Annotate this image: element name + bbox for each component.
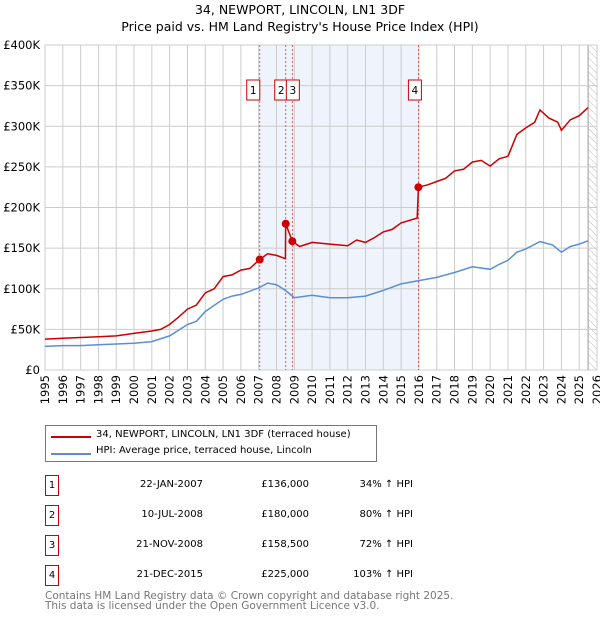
plot-area: 1995 1996 1997 1998 1999 2000 2001 2002 2003 2004… [3,38,600,404]
series-line [44,107,589,340]
sale-row: 2 10-JUL-2008 £180,000 80% ↑ HPI [45,505,413,527]
plot-border [44,44,598,371]
sale-label-number: 1 [250,85,257,97]
sale-label-box [246,79,261,101]
sale-hpi-change: 103% ↑ HPI [353,569,413,580]
sale-date: 21-DEC-2015 [136,569,203,580]
x-tick-label: 2010 [305,375,319,404]
sale-label-number: 3 [289,85,296,97]
x-tick-label: 2024 [554,375,568,404]
x-tick-label: 2009 [287,375,301,404]
y-tick-label: £250K [3,160,40,174]
footer-line-2: This data is licensed under the Open Gov… [45,600,380,612]
legend-label-property: 34, NEWPORT, LINCOLN, LN1 3DF (terraced … [96,429,351,440]
x-tick-label: 2014 [376,375,390,404]
footer-line-1: Contains HM Land Registry data © Crown c… [45,590,454,602]
y-tick-label: £50K [11,322,41,336]
sale-price: £158,500 [261,539,309,550]
x-tick-label: 2015 [394,375,408,404]
x-tick-label: 2017 [430,375,444,404]
sale-point [288,237,297,246]
x-tick-label: 2012 [341,375,355,404]
sale-point [414,183,423,192]
x-tick-label: 2008 [269,375,283,404]
legend-swatch-property [51,436,91,438]
x-tick-label: 2021 [501,375,515,404]
sale-label-number: 4 [412,85,419,97]
legend-swatch-hpi [51,453,91,455]
x-tick-label: 1998 [91,375,105,404]
y-tick-label: £350K [3,79,40,93]
x-tick-label: 2006 [234,375,248,404]
sale-row: 1 22-JAN-2007 £136,000 34% ↑ HPI [45,475,413,497]
sale-marker-number: 3 [45,535,59,556]
x-tick-label: 2005 [216,375,230,404]
sale-price: £136,000 [261,479,309,490]
sale-date: 10-JUL-2008 [141,509,203,520]
x-tick-label: 2016 [412,375,426,404]
x-tick-label: 1997 [74,375,88,404]
sale-label-box [285,79,300,101]
chart-subtitle: Price paid vs. HM Land Registry's House … [121,19,479,34]
legend-label-hpi: HPI: Average price, terraced house, Linc… [96,445,312,456]
x-tick-label: 2025 [572,375,586,404]
x-tick-label: 1996 [56,375,70,404]
sale-label-box [407,79,422,101]
sale-hpi-change: 34% ↑ HPI [359,479,413,490]
sale-marker-number: 1 [45,475,59,496]
x-tick-label: 2003 [180,375,194,404]
y-tick-label: £150K [3,241,40,255]
y-tick-label: £100K [3,282,40,296]
x-tick-label: 2002 [163,375,177,404]
sale-row: 4 21-DEC-2015 £225,000 103% ↑ HPI [45,565,413,587]
x-tick-label: 1999 [109,375,123,404]
y-tick-label: £200K [3,201,40,215]
sale-marker-number: 2 [45,505,59,526]
sale-hpi-change: 80% ↑ HPI [359,509,413,520]
x-tick-label: 2022 [519,375,533,404]
x-tick-label: 2011 [323,375,337,404]
sale-point [281,219,290,228]
sale-point [255,255,264,264]
y-tick-label: £400K [3,38,40,52]
x-tick-label: 2018 [448,375,462,404]
y-tick-label: £300K [3,119,40,133]
x-tick-label: 2026 [590,375,600,404]
series-line [44,240,589,348]
x-tick-label: 2013 [359,375,373,404]
x-tick-label: 2007 [252,375,266,404]
x-tick-label: 2001 [145,375,159,404]
sale-date: 21-NOV-2008 [136,539,203,550]
legend: 34, NEWPORT, LINCOLN, LN1 3DF (terraced … [45,425,377,462]
x-tick-label: 2000 [127,375,141,404]
sale-marker-number: 4 [45,565,59,586]
sale-row: 3 21-NOV-2008 £158,500 72% ↑ HPI [45,535,413,557]
x-tick-label: 2020 [483,375,497,404]
x-tick-label: 2019 [465,375,479,404]
y-tick-label: £0 [25,363,40,377]
x-tick-label: 1995 [38,375,52,404]
sale-label-number: 2 [278,85,285,97]
x-tick-label: 2023 [537,375,551,404]
sale-hpi-change: 72% ↑ HPI [359,539,413,550]
sale-price: £225,000 [261,569,309,580]
x-tick-label: 2004 [198,375,212,404]
sale-price: £180,000 [261,509,309,520]
chart-title: 34, NEWPORT, LINCOLN, LN1 3DF [194,2,406,17]
sale-date: 22-JAN-2007 [139,479,203,490]
